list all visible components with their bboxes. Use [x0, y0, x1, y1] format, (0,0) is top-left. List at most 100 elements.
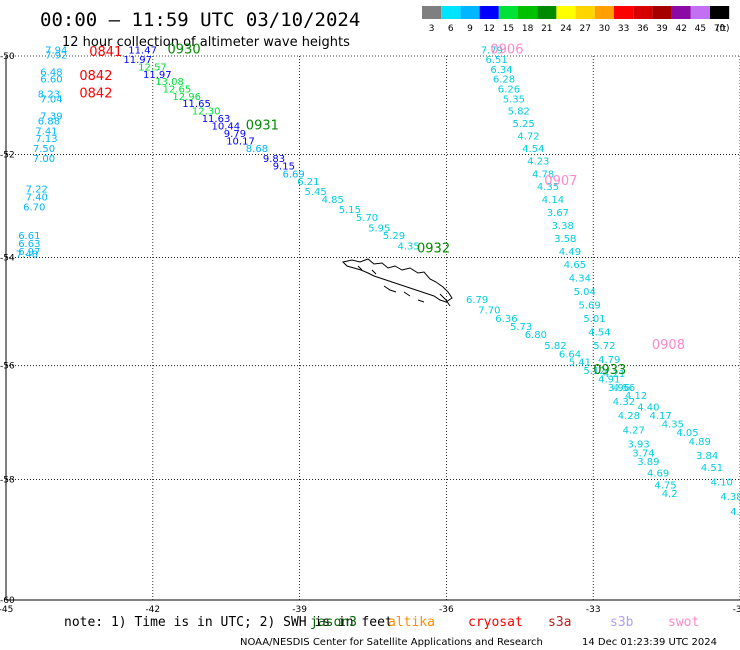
wave-height-value: 3.74 — [632, 448, 654, 459]
legend-swatch — [479, 6, 499, 19]
wave-height-value: 6.63 — [18, 239, 40, 250]
wave-height-value: 3.96 — [608, 383, 630, 394]
wave-height-value: 6.70 — [23, 203, 45, 214]
longitude-tick-label: -30 — [733, 605, 740, 615]
wave-height-value: 4.28 — [618, 411, 640, 422]
legend-label: 70 — [714, 24, 726, 34]
wave-height-value: 5.12 — [583, 366, 605, 377]
wave-height-value: 12.65 — [163, 85, 192, 96]
wave-height-value: 6.36 — [495, 314, 517, 325]
wave-height-value: 9.79 — [224, 129, 246, 140]
wave-height-value: 7.41 — [35, 127, 57, 138]
pass-time-label: 0906 — [490, 43, 523, 58]
latitude-tick-label: -58 — [0, 476, 15, 486]
latitude-tick-label: -54 — [0, 254, 15, 264]
wave-height-value: 12.30 — [192, 107, 221, 118]
wave-height-value: 5.73 — [510, 322, 532, 333]
pass-time-label: 0932 — [417, 241, 450, 256]
pass-time-label: 0842 — [79, 69, 112, 84]
longitude-tick-label: -36 — [439, 605, 454, 615]
wave-height-value: 5.04 — [574, 287, 596, 298]
legend-swatch — [537, 6, 557, 19]
wave-height-value: 5.01 — [583, 314, 605, 325]
wave-height-value: 4.35 — [537, 182, 559, 193]
satellite-swot: swot — [668, 615, 699, 630]
wave-height-value: 6.34 — [490, 65, 512, 76]
wave-height-value: 5.72 — [593, 341, 615, 352]
wave-height-value: 4.79 — [598, 355, 620, 366]
wave-height-value: 11.65 — [182, 99, 211, 110]
wave-height-value: 7.50 — [33, 144, 55, 155]
wave-height-value: 7.39 — [40, 112, 62, 123]
pass-time-label: 0908 — [652, 338, 685, 353]
latitude-tick-label: -52 — [0, 151, 15, 161]
wave-height-value: 7.22 — [26, 185, 48, 196]
legend-label: 12 — [483, 24, 494, 34]
wave-height-value: 6.69 — [283, 169, 305, 180]
wave-height-value: 7.04 — [40, 94, 62, 105]
pass-time-label: 0907 — [544, 174, 577, 189]
legend-label: 36 — [637, 24, 649, 34]
legend-label: 21 — [541, 24, 552, 34]
wave-height-value: 6.21 — [297, 177, 319, 188]
wave-height-value: 13.08 — [155, 77, 184, 88]
legend-label: 42 — [675, 24, 686, 34]
wave-height-value: 4.40 — [637, 403, 659, 414]
wave-height-value: 3.67 — [547, 208, 569, 219]
legend-label: 18 — [522, 24, 534, 34]
wave-height-value: 10.44 — [212, 122, 241, 133]
wave-height-value: 5.69 — [579, 300, 601, 311]
legend-label: 30 — [599, 24, 611, 34]
wave-height-value: 4.91 — [598, 374, 620, 385]
satellite-legend: jason3 altika cryosat s3a s3b swot — [310, 615, 699, 630]
wave-height-value: 4.35 — [398, 242, 420, 253]
pass-time-label: 0842 — [79, 86, 112, 101]
legend-swatch — [422, 6, 442, 19]
wave-height-value: 6.64 — [559, 349, 581, 360]
satellite-s3a: s3a — [548, 615, 571, 630]
wave-height-value: 11.97 — [123, 55, 152, 66]
wave-height-value: 4.69 — [647, 469, 669, 480]
legend-swatch — [710, 6, 730, 19]
longitude-tick-labels: -45 -42 -39 -36 -33 -30 — [0, 605, 740, 615]
legend-label: 9 — [467, 24, 473, 34]
wave-height-value: 9.15 — [273, 162, 295, 173]
wave-height-value: 6.79 — [466, 295, 488, 306]
legend-label: 45 — [695, 24, 706, 34]
legend-swatch — [671, 6, 691, 19]
wave-height-value: 4.54 — [588, 327, 610, 338]
longitude-tick-label: -45 — [0, 605, 13, 615]
wave-height-value: 3.38 — [552, 221, 574, 232]
wave-height-value: 7.92 — [45, 50, 67, 61]
satellite-altika: altika — [388, 615, 435, 630]
wave-height-value: 4.27 — [623, 425, 645, 436]
legend-swatch — [575, 6, 595, 19]
pass-time-labels: 0841 0842 0842 0930 0931 0932 0933 0906 0907 0908 — [79, 43, 685, 378]
wave-height-value: 4.32 — [613, 397, 635, 408]
wave-height-value: 5.70 — [356, 213, 378, 224]
legend-label: 6 — [448, 24, 454, 34]
wave-height-value: 5.35 — [503, 94, 525, 105]
pass-time-label: 0841 — [89, 45, 122, 60]
wave-height-value: 7.79 — [481, 46, 503, 57]
wave-height-value: 6.80 — [525, 330, 547, 341]
south-georgia-coast-detail — [357, 265, 451, 307]
wave-height-value: 6.48 — [40, 67, 62, 78]
page-subtitle: 12 hour collection of altimeter wave hei… — [62, 35, 350, 50]
wave-height-value: 7.70 — [478, 306, 500, 317]
footer-timestamp: 14 Dec 01:23:39 UTC 2024 — [582, 637, 717, 648]
wave-height-value: 9.83 — [263, 154, 285, 165]
wave-height-value: 4.51 — [701, 463, 723, 474]
legend-swatch — [498, 6, 518, 19]
legend-swatch — [518, 6, 538, 19]
wave-height-value: 4.56 — [613, 383, 635, 394]
wave-height-value: 6.88 — [38, 117, 60, 128]
satellite-jason3: jason3 — [310, 615, 357, 630]
wave-height-value: 5.45 — [305, 187, 327, 198]
page-title: 00:00 — 11:59 UTC 03/10/2024 — [40, 9, 360, 31]
latitude-tick-label: -60 — [0, 596, 15, 606]
wave-height-value: 4.05 — [676, 428, 698, 439]
wave-height-value: 6.26 — [498, 85, 520, 96]
wave-height-value: 4.14 — [542, 195, 564, 206]
